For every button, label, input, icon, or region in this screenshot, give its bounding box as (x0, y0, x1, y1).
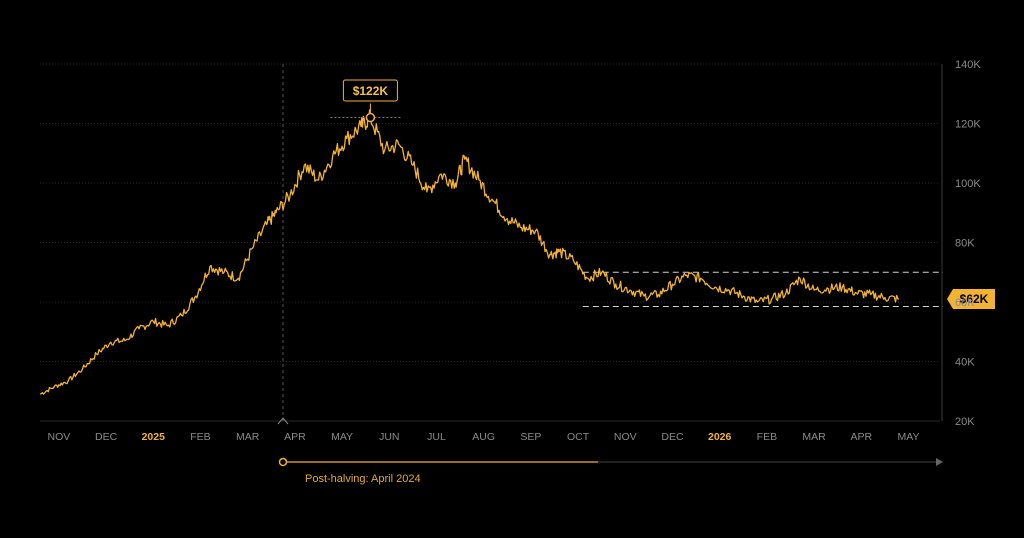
x-tick-label: MAY (897, 431, 919, 443)
x-tick-label: OCT (567, 431, 590, 443)
y-tick-label: 60K (955, 297, 975, 309)
peak-callout: $122K (330, 79, 401, 123)
halving-timeline: Post-halving: April 2024 (278, 457, 943, 485)
halving-label: Post-halving: April 2024 (305, 473, 421, 485)
grid-layer (40, 63, 943, 422)
peak-marker (365, 112, 376, 123)
y-tick-label: 140K (955, 59, 981, 71)
x-tick-label: AUG (472, 431, 495, 443)
x-axis: NOV DEC 2025 FEB MAR APR MAY JUN JUL AUG SEP OCT NOV… (47, 431, 919, 443)
x-tick-label: MAR (802, 431, 826, 443)
x-tick-label: 2025 (142, 431, 166, 443)
price-line (39, 109, 900, 395)
x-tick-label: APR (850, 431, 872, 443)
price-series (39, 109, 900, 395)
y-tick-label: 100K (955, 178, 981, 190)
x-tick-label: SEP (520, 431, 541, 443)
x-tick-label: 2026 (708, 431, 732, 443)
range-band (582, 271, 943, 307)
halving-marker (277, 64, 289, 425)
y-tick-label: 80K (955, 238, 975, 250)
current-price-label: $62K (960, 292, 989, 306)
timeline-arrow-icon (936, 458, 943, 466)
y-tick-label: 40K (955, 357, 975, 369)
x-tick-label: MAR (236, 431, 260, 443)
x-tick-label: DEC (95, 431, 118, 443)
x-tick-label: JUL (427, 431, 446, 443)
current-price-badge: $62K (947, 289, 995, 310)
halving-caret-icon (277, 417, 289, 425)
timeline-start-marker (278, 457, 288, 467)
x-tick-label: FEB (757, 431, 777, 443)
x-tick-label: FEB (190, 431, 210, 443)
x-tick-label: APR (284, 431, 306, 443)
peak-label: $122K (353, 84, 389, 98)
peak-label-box (342, 79, 398, 102)
x-tick-label: NOV (614, 431, 637, 443)
y-tick-label: 20K (955, 416, 975, 428)
x-tick-label: MAY (331, 431, 353, 443)
current-price-box (947, 289, 995, 310)
x-tick-label: JUN (379, 431, 399, 443)
x-tick-label: NOV (47, 431, 70, 443)
y-tick-label: 120K (955, 119, 981, 131)
x-tick-label: DEC (661, 431, 684, 443)
y-axis: 140K 120K 100K 80K 60K 40K 20K (955, 59, 981, 428)
